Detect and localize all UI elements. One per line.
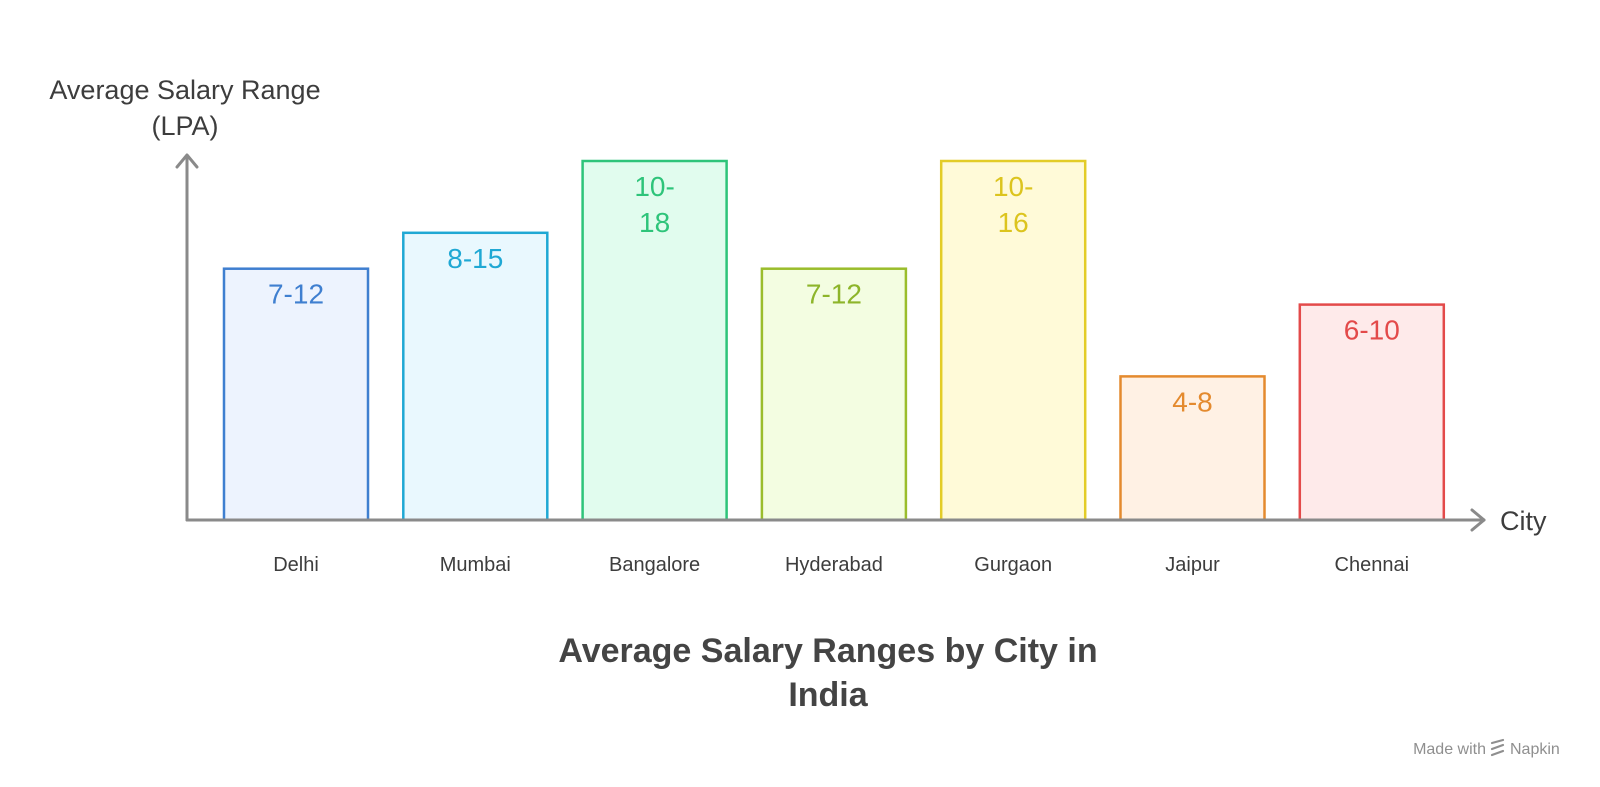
category-label-chennai: Chennai	[1335, 554, 1410, 576]
bar-value-label-bangalore: 10-	[634, 171, 674, 202]
x-axis-label: City	[1500, 506, 1547, 536]
footer-made-with: Made with	[1413, 741, 1486, 758]
bar-mumbai	[402, 231, 549, 522]
category-label-mumbai: Mumbai	[440, 554, 511, 576]
bar-value-label-mumbai: 8-15	[447, 243, 503, 274]
napkin-logo-icon	[1490, 738, 1505, 757]
category-label-jaipur: Jaipur	[1165, 554, 1220, 576]
bar-bangalore	[581, 159, 728, 522]
x-axis-arrow-icon	[1470, 508, 1486, 532]
y-axis-arrow-icon	[175, 153, 199, 169]
category-labels: Delhi Mumbai Bangalore Hyderabad Gurgaon Jaip…	[273, 554, 1409, 576]
bar-gurgaon	[939, 159, 1087, 522]
category-label-gurgaon: Gurgaon	[974, 554, 1052, 576]
footer-credit: Made with Napkin	[1413, 738, 1560, 758]
bar-value-label-gurgaon: 10-	[993, 171, 1033, 202]
bar-hyderabad	[760, 267, 908, 522]
bar-value-label-gurgaon: 16	[998, 207, 1029, 238]
bar-chennai	[1298, 303, 1446, 522]
chart-title-line-2: India	[788, 676, 868, 714]
category-label-bangalore: Bangalore	[609, 554, 700, 576]
bar-value-label-chennai: 6-10	[1344, 315, 1400, 346]
axes	[175, 153, 1486, 532]
y-axis-label-line-2: (LPA)	[151, 111, 218, 141]
bar-value-label-hyderabad: 7-12	[806, 279, 862, 310]
bar-value-label-bangalore: 18	[639, 207, 670, 238]
y-axis-label-line-1: Average Salary Range	[49, 75, 320, 105]
bars-group: 7-12 8-15 10- 18 7-12 10- 16 4-8 6-10	[222, 159, 1446, 522]
category-label-delhi: Delhi	[273, 554, 319, 576]
category-label-hyderabad: Hyderabad	[785, 554, 883, 576]
chart-title-line-1: Average Salary Ranges by City in	[558, 632, 1097, 670]
footer-brand: Napkin	[1510, 741, 1560, 758]
bar-value-label-jaipur: 4-8	[1172, 386, 1212, 417]
bar-delhi	[222, 267, 370, 522]
bar-value-label-delhi: 7-12	[268, 279, 324, 310]
